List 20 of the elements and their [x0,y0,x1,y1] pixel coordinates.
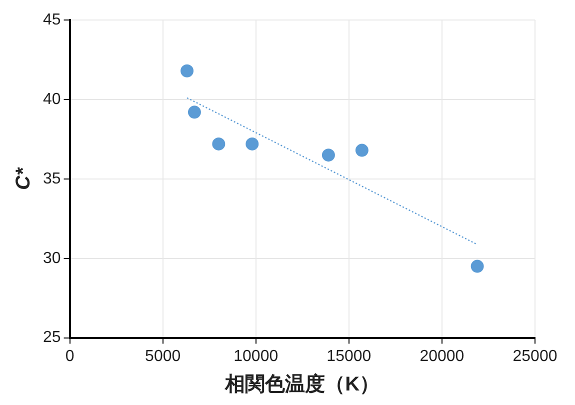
x-tick-label: 5000 [145,348,181,365]
y-tick-label: 40 [43,90,61,108]
point [246,137,259,150]
x-tick-label: 0 [65,348,74,365]
x-axis-title: 相関色温度（K） [224,372,380,396]
point [180,64,194,78]
point [188,106,201,119]
y-tick-label: 35 [43,170,61,188]
point [470,260,484,273]
point [322,148,335,162]
point [212,137,226,150]
x-tick-label: 25000 [512,348,558,365]
x-tick-label: 20000 [420,348,464,365]
y-tick-label: 30 [43,250,61,267]
y-axis-title: C* [12,166,35,190]
x-tick-label: 15000 [326,348,372,365]
point [355,144,368,157]
y-tick-label: 25 [43,329,61,346]
y-tick-label: 45 [43,11,61,28]
x-tick-label: 10000 [234,348,278,365]
